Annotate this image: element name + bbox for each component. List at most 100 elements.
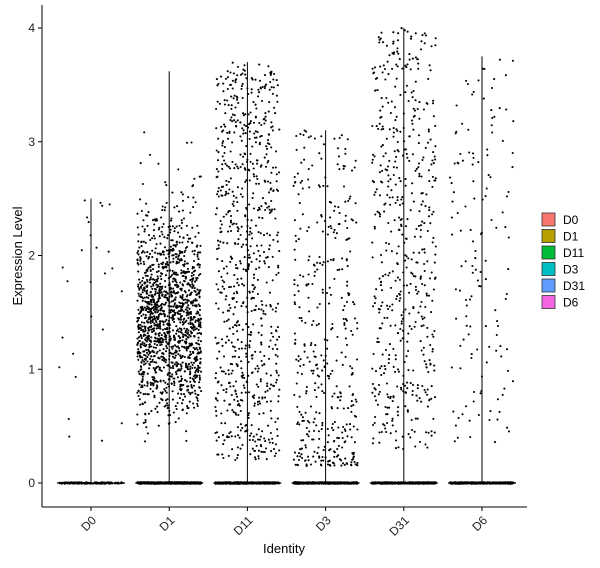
data-point	[258, 63, 261, 66]
data-point	[326, 347, 329, 350]
data-point	[192, 334, 196, 338]
data-point	[177, 347, 181, 350]
data-point	[192, 361, 196, 364]
data-point	[154, 333, 157, 336]
data-point	[276, 240, 279, 243]
data-point	[309, 344, 312, 347]
data-point	[142, 334, 145, 338]
data-point	[242, 243, 245, 246]
data-point	[236, 365, 239, 368]
data-point	[196, 368, 200, 371]
data-point	[143, 306, 146, 309]
data-point	[328, 459, 331, 462]
data-point	[163, 290, 166, 293]
data-point	[329, 201, 333, 204]
data-point	[136, 212, 139, 215]
data-point	[193, 406, 196, 409]
data-point	[260, 317, 263, 320]
data-point	[215, 410, 218, 413]
data-point	[196, 358, 199, 361]
data-point	[335, 232, 338, 235]
data-point	[142, 330, 145, 333]
data-point	[217, 380, 220, 383]
data-point	[217, 288, 220, 291]
data-point	[300, 413, 303, 416]
data-point	[344, 219, 347, 223]
data-point	[144, 392, 147, 396]
data-point	[145, 426, 148, 429]
data-point	[151, 382, 154, 385]
data-point	[255, 136, 258, 139]
data-point	[341, 257, 344, 260]
data-point	[322, 261, 325, 264]
data-point	[143, 357, 146, 361]
data-point	[266, 142, 269, 145]
data-point	[191, 250, 194, 253]
data-point	[194, 201, 197, 204]
data-point	[152, 301, 155, 304]
data-point	[187, 388, 190, 391]
data-point	[233, 119, 236, 122]
data-point	[251, 357, 254, 360]
data-point	[155, 316, 158, 319]
data-point	[177, 353, 180, 356]
data-point	[351, 333, 354, 336]
data-point	[251, 447, 254, 450]
data-point	[233, 355, 236, 358]
data-point	[221, 260, 224, 263]
data-point	[233, 167, 236, 170]
data-point	[345, 259, 348, 262]
data-point	[332, 440, 336, 443]
data-point	[308, 421, 311, 424]
data-point	[158, 297, 161, 300]
data-point	[239, 429, 242, 432]
data-point	[180, 327, 183, 330]
data-point	[233, 306, 237, 309]
data-point	[172, 411, 175, 414]
data-point	[276, 100, 279, 103]
data-point	[227, 369, 230, 372]
data-point	[172, 257, 175, 260]
data-point	[234, 242, 237, 246]
data-point	[183, 395, 187, 398]
data-point	[261, 85, 264, 88]
data-point	[255, 383, 258, 386]
data-point	[192, 270, 195, 273]
data-point	[178, 235, 181, 238]
data-point	[255, 175, 258, 178]
data-point	[199, 272, 202, 276]
data-point	[298, 395, 301, 398]
data-point	[308, 255, 311, 258]
data-point	[140, 360, 143, 364]
data-point	[138, 336, 141, 339]
data-point	[250, 424, 253, 427]
data-point	[274, 217, 277, 220]
data-point	[136, 413, 139, 416]
data-point	[187, 345, 190, 348]
data-point	[236, 292, 239, 295]
data-point	[164, 274, 168, 277]
data-point	[174, 245, 177, 248]
data-point	[162, 366, 165, 369]
data-point	[256, 364, 259, 368]
data-point	[313, 389, 316, 392]
data-point	[277, 271, 280, 274]
data-point	[180, 375, 183, 378]
data-point	[144, 241, 147, 244]
data-point	[214, 336, 217, 339]
data-point	[137, 285, 140, 288]
data-point	[179, 318, 183, 321]
data-point	[272, 448, 276, 451]
data-point	[157, 305, 161, 308]
data-point	[216, 193, 219, 196]
data-point	[147, 306, 150, 309]
data-point	[236, 65, 239, 68]
data-point	[267, 438, 270, 441]
data-point	[231, 202, 234, 206]
data-point	[250, 260, 253, 263]
data-point	[165, 340, 168, 343]
data-point	[146, 372, 149, 375]
data-point	[277, 400, 280, 403]
data-point	[238, 324, 241, 327]
data-point	[193, 389, 197, 392]
